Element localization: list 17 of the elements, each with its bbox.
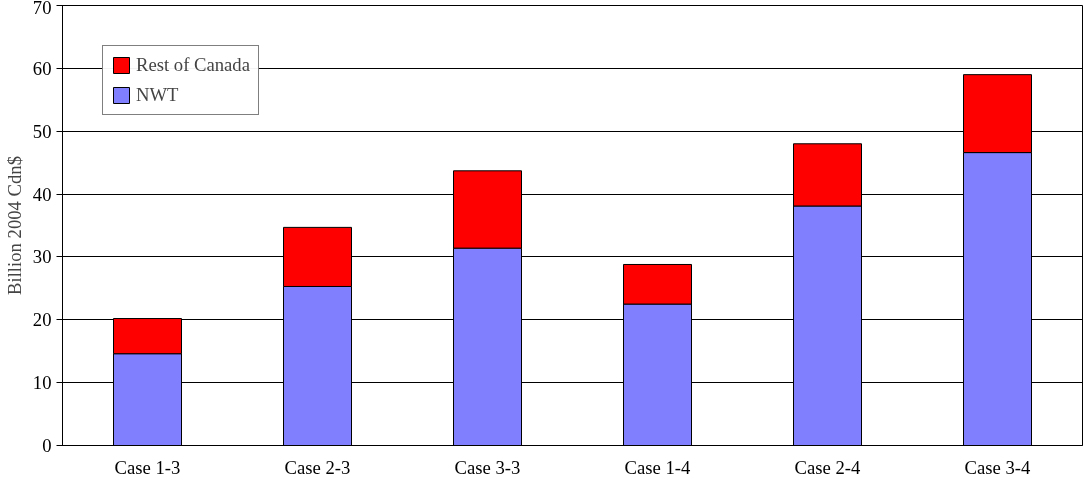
y-tick-label: 10 — [32, 372, 52, 394]
y-tick-label: 0 — [42, 435, 52, 456]
x-tick-label: Case 2-4 — [794, 456, 862, 478]
y-tick-label: 20 — [32, 309, 52, 331]
y-tick-label: 30 — [32, 246, 52, 268]
legend-label: NWT — [136, 84, 179, 106]
legend-label: Rest of Canada — [136, 54, 250, 76]
y-tick-label: 40 — [32, 183, 52, 205]
x-tick-label: Case 2-3 — [284, 456, 351, 478]
y-tick-label: 60 — [32, 57, 52, 79]
x-tick-label: Case 3-3 — [454, 456, 521, 478]
x-tick-label: Case 1-3 — [114, 456, 181, 478]
y-tick-label: 70 — [32, 0, 52, 18]
y-axis-title: Billion 2004 Cdn$ — [3, 156, 25, 295]
x-tick-label: Case 3-4 — [964, 456, 1032, 478]
y-tick-label: 50 — [32, 120, 52, 142]
x-tick-label: Case 1-4 — [624, 456, 692, 478]
